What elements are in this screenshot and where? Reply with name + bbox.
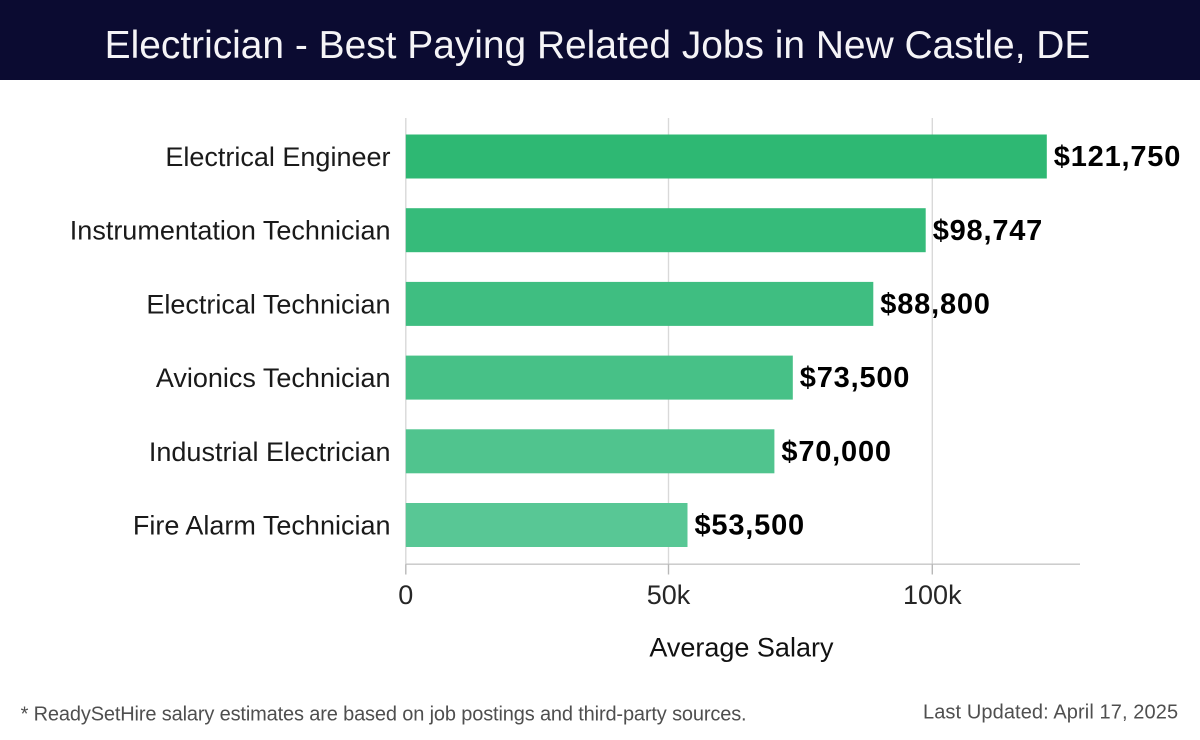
svg-text:100k: 100k (903, 580, 962, 610)
svg-text:Electrical Engineer: Electrical Engineer (165, 142, 390, 172)
svg-text:Industrial Electrician: Industrial Electrician (149, 437, 391, 467)
svg-text:$70,000: $70,000 (781, 436, 891, 468)
svg-text:50k: 50k (647, 580, 691, 610)
svg-text:Fire Alarm Technician: Fire Alarm Technician (133, 511, 391, 541)
svg-text:Last Updated: April 17, 2025: Last Updated: April 17, 2025 (923, 702, 1178, 724)
svg-text:Avionics Technician: Avionics Technician (156, 363, 391, 393)
svg-text:Electrical Technician: Electrical Technician (146, 289, 390, 319)
svg-text:$88,800: $88,800 (880, 289, 990, 321)
svg-text:* ReadySetHire salary estimate: * ReadySetHire salary estimates are base… (21, 704, 747, 726)
svg-text:Instrumentation Technician: Instrumentation Technician (70, 216, 391, 246)
svg-text:$53,500: $53,500 (695, 510, 805, 542)
svg-text:Average Salary: Average Salary (649, 633, 834, 663)
svg-text:$98,747: $98,747 (933, 215, 1043, 247)
svg-text:Electrician - Best Paying Rela: Electrician - Best Paying Related Jobs i… (105, 24, 1091, 67)
svg-text:$121,750: $121,750 (1054, 141, 1181, 173)
svg-text:0: 0 (398, 580, 413, 610)
svg-text:$73,500: $73,500 (800, 362, 910, 394)
